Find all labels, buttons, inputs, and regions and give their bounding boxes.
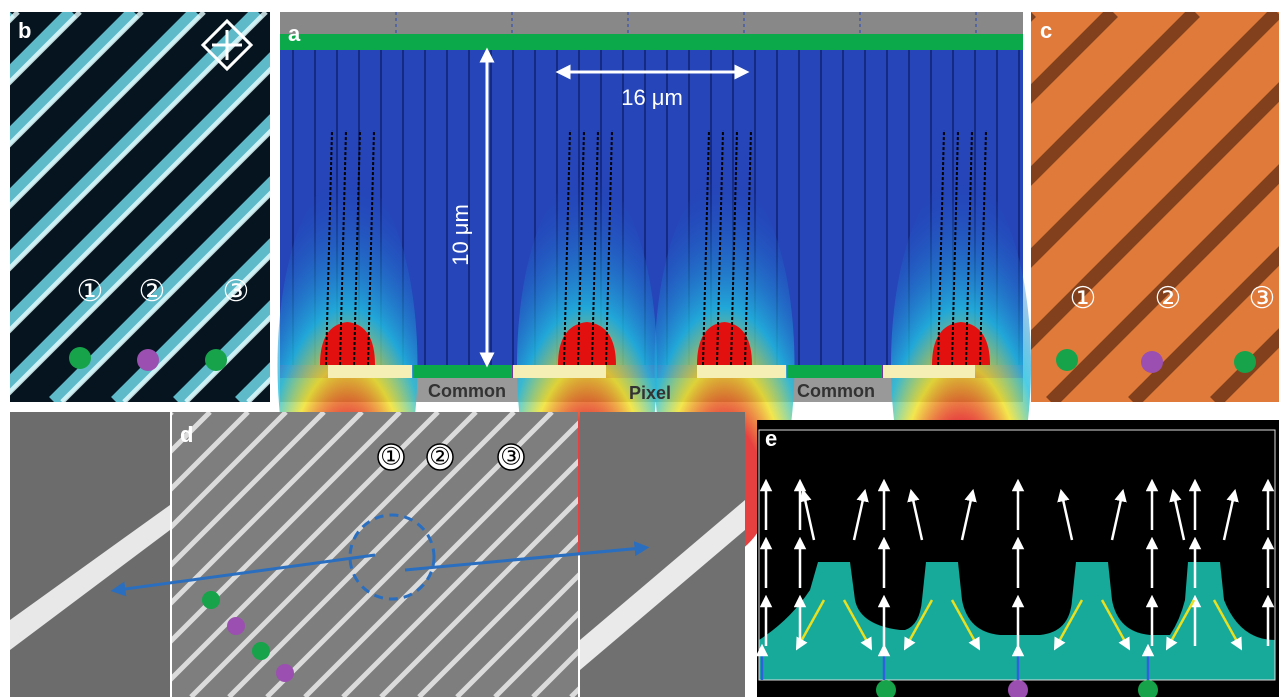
marker: ② [1155,282,1182,315]
sem-right [580,412,745,697]
panel-label: e [765,426,777,451]
dot [69,347,91,369]
panel-label: c [1040,18,1052,43]
width-label: 16 μm [621,85,683,110]
dot [202,591,220,609]
electrode [413,365,512,378]
marker: ② [139,275,166,308]
panel-label: d [180,422,193,447]
electrode-label: Pixel [629,383,671,403]
marker: ① [77,275,104,308]
dot [205,349,227,371]
figure: b ① ② ③ a 10 μm 16 μm Common Pixel Commo… [0,0,1279,697]
marker: ③ [223,275,250,308]
electrode-label: Common [797,381,875,401]
marker: ③ [500,443,522,470]
marker: ③ [1249,282,1276,315]
panel-label: b [18,18,31,43]
sem-left [10,412,170,697]
dot [1141,351,1163,373]
top-electrode [280,34,1023,50]
dot [227,617,245,635]
height-label: 10 μm [448,204,473,266]
stripe [0,12,10,402]
dot [276,664,294,682]
dot [137,349,159,371]
electrode-label: Common [428,381,506,401]
dot [252,642,270,660]
sem-bg [580,412,745,697]
electrode [787,365,882,378]
dot [1056,349,1078,371]
electrode [697,365,786,378]
electrode [513,365,606,378]
electrode [328,365,412,378]
electrode [883,365,975,378]
marker: ② [429,443,451,470]
marker: ① [1070,282,1097,315]
marker: ① [380,443,402,470]
sem-bg [10,412,170,697]
dot [1234,351,1256,373]
panel-label: a [288,21,301,46]
